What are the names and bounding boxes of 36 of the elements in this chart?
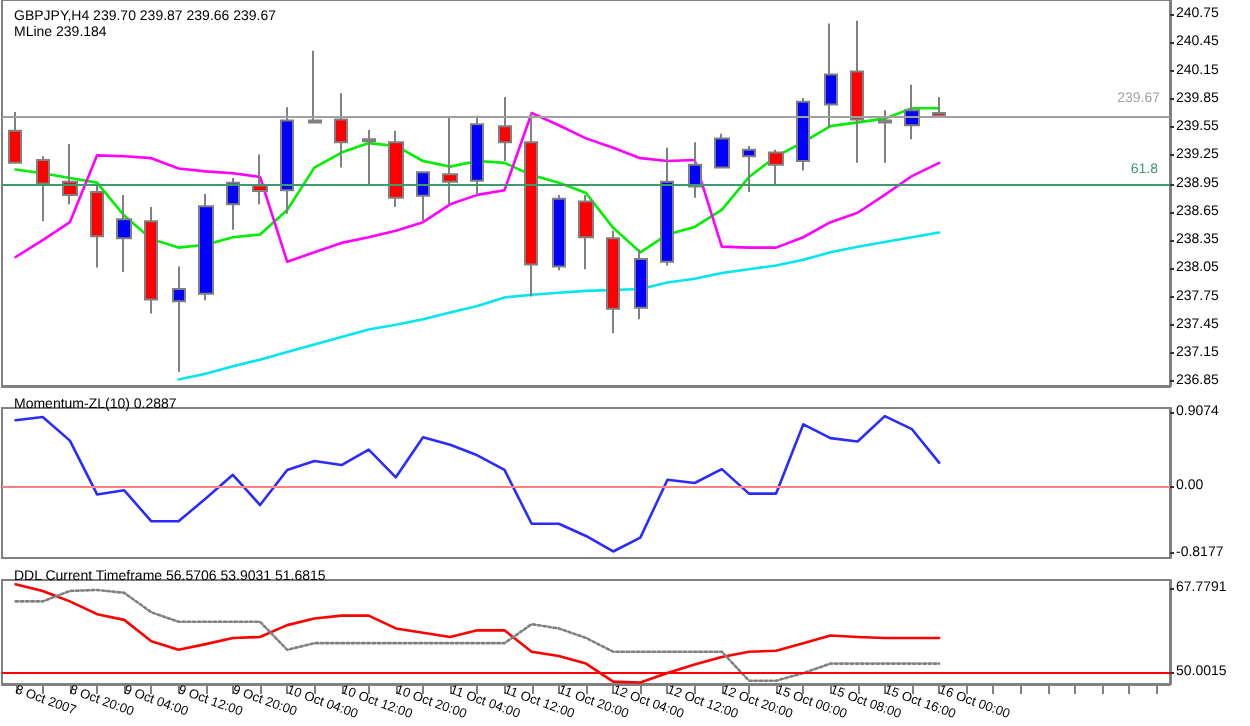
candlestick [768, 148, 784, 187]
candlestick [442, 116, 458, 206]
candlestick [796, 96, 810, 172]
candlestick [308, 49, 322, 124]
candlestick [824, 22, 838, 130]
candlestick [334, 92, 348, 169]
candlestick [552, 193, 566, 272]
line-series [14, 414, 941, 553]
candlestick [8, 111, 22, 164]
line-series [177, 231, 941, 381]
candlestick [714, 132, 730, 170]
candlestick [198, 192, 214, 302]
candlestick [362, 128, 376, 187]
candlestick [226, 176, 240, 231]
candlestick [498, 95, 512, 162]
candlestick [116, 193, 132, 274]
candlestick [280, 106, 294, 215]
candlestick [470, 114, 484, 196]
candlestick [144, 206, 158, 315]
candlestick [660, 146, 674, 267]
candlestick [252, 153, 268, 206]
candlestick [688, 141, 702, 199]
candlestick [878, 109, 892, 164]
candlestick [634, 248, 648, 321]
candlestick [850, 19, 864, 164]
candlestick [90, 184, 104, 269]
candlestick [416, 171, 430, 223]
candlestick [904, 83, 920, 141]
candlestick [578, 193, 594, 271]
candlestick [36, 155, 50, 223]
candlestick [932, 95, 946, 118]
candlestick [172, 265, 186, 373]
candlestick [388, 129, 404, 209]
candlestick [742, 144, 756, 194]
candlestick [606, 229, 620, 335]
candlestick [524, 111, 538, 298]
